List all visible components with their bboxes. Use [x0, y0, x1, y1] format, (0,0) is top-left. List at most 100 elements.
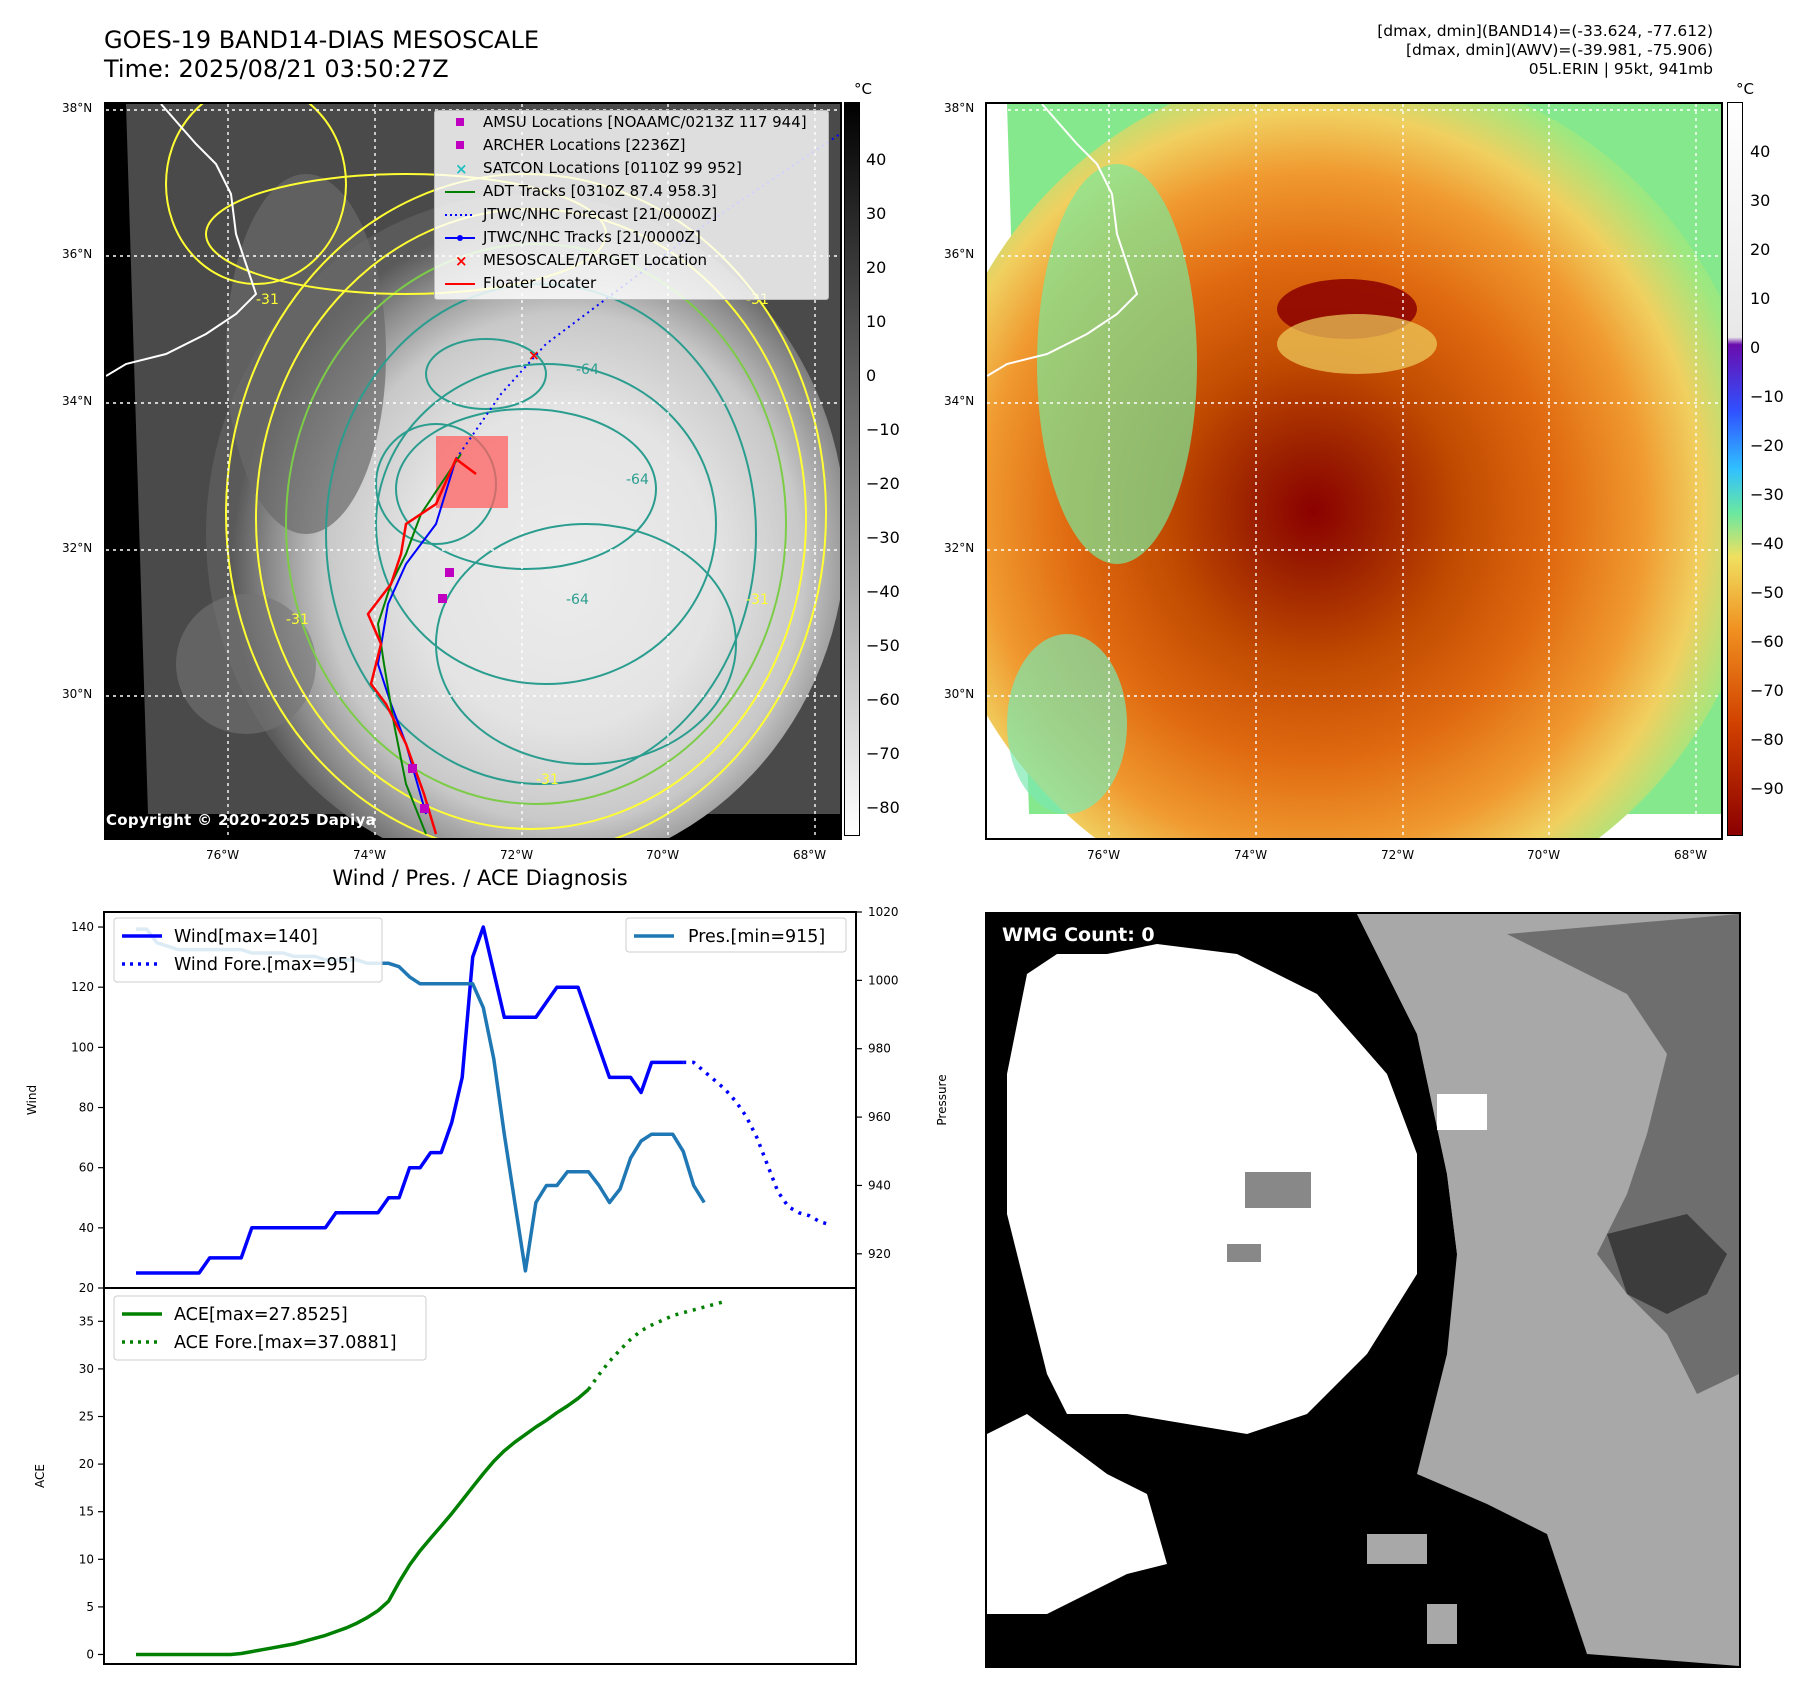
legend-item: × MESOSCALE/TARGET Location	[435, 249, 828, 272]
diagnosis-title: Wind / Pres. / ACE Diagnosis	[332, 866, 628, 890]
legend-label: ARCHER Locations [2236Z]	[483, 136, 686, 154]
tick-label: 80	[79, 1101, 94, 1115]
legend-label: AMSU Locations [NOAAMC/0213Z 117 944]	[483, 113, 807, 131]
contour-label: -31	[536, 772, 559, 788]
enhanced-colorbar-tick: −70	[1750, 681, 1784, 700]
legend-label: JTWC/NHC Forecast [21/0000Z]	[483, 205, 718, 223]
lat-label: 36°N	[944, 247, 975, 261]
lon-label: 70°W	[646, 848, 680, 862]
legend-item: × SATCON Locations [0110Z 99 952]	[435, 157, 828, 180]
wind-fore-series-line	[683, 1060, 831, 1227]
tick-label: 980	[868, 1042, 891, 1056]
line-marker-icon	[445, 272, 477, 295]
enhanced-colorbar-tick: −20	[1750, 436, 1784, 455]
x-marker-icon: ×	[445, 249, 477, 272]
tick-label: 35	[79, 1314, 94, 1328]
series-layer	[136, 925, 831, 1657]
enhanced-ir-image	[987, 104, 1721, 838]
ir-colorbar-tick: −70	[866, 744, 900, 763]
dotted-line-icon	[445, 203, 477, 226]
enhanced-colorbar-tick: −30	[1750, 485, 1784, 504]
square-marker-icon	[445, 134, 477, 157]
lon-label: 72°W	[1381, 848, 1415, 862]
legend-label: MESOSCALE/TARGET Location	[483, 251, 708, 269]
wind-fore-legend-label: Wind Fore.[max=95]	[174, 955, 356, 975]
legend-label: JTWC/NHC Tracks [21/0000Z]	[483, 228, 701, 246]
lat-label: 30°N	[944, 687, 975, 701]
legend-label: Floater Locater	[483, 274, 597, 292]
ir-colorbar-tick: −10	[866, 420, 900, 439]
tick-label: 960	[868, 1110, 891, 1124]
contour-label: -31	[746, 592, 769, 608]
ir-legend: AMSU Locations [NOAAMC/0213Z 117 944] AR…	[434, 110, 829, 300]
amsu-markers	[408, 568, 454, 813]
ace-axis-label: ACE	[33, 1464, 47, 1488]
tick-label: 10	[79, 1552, 94, 1566]
enhanced-colorbar-tick: −50	[1750, 583, 1784, 602]
tick-label: 30	[79, 1362, 94, 1376]
ir-colorbar-tick: 10	[866, 312, 887, 331]
legend-item: JTWC/NHC Forecast [21/0000Z]	[435, 203, 828, 226]
wmg-count-label: WMG Count: 0	[1002, 924, 1155, 946]
tick-label: 920	[868, 1247, 891, 1261]
contour-label: -64	[576, 362, 599, 378]
ace-fore-series-line	[587, 1299, 726, 1391]
wind-axis-label: Wind	[25, 1085, 39, 1115]
enhanced-colorbar-tick: −40	[1750, 534, 1784, 553]
tick-label: 1020	[868, 905, 899, 919]
ace-axis-ticks: 35 30 25 20 15 10 5 0	[79, 1314, 104, 1661]
pressure-legend: Pres.[min=915]	[625, 917, 847, 953]
ir-colorbar-tick: −50	[866, 636, 900, 655]
lat-label: 32°N	[62, 541, 93, 555]
legend-item: ADT Tracks [0310Z 87.4 958.3]	[435, 180, 828, 203]
enhanced-colorbar-tick: −10	[1750, 387, 1784, 406]
ir-colorbar-tick: 30	[866, 204, 887, 223]
line-marker-icon	[445, 180, 477, 203]
tick-label: 140	[71, 920, 94, 934]
contour-label: -64	[626, 472, 649, 488]
lon-label: 76°W	[206, 848, 240, 862]
contour-label: -31	[256, 292, 279, 308]
lon-label: 70°W	[1527, 848, 1561, 862]
copyright-notice: Copyright © 2020-2025 Dapiya	[106, 811, 377, 829]
ace-fore-legend-label: ACE Fore.[max=37.0881]	[174, 1333, 397, 1353]
ace-legend-label: ACE[max=27.8525]	[174, 1305, 348, 1325]
title-line-2: Time: 2025/08/21 03:50:27Z	[104, 55, 449, 83]
enhanced-colorbar-tick: −60	[1750, 632, 1784, 651]
ace-legend: ACE[max=27.8525] ACE Fore.[max=37.0881]	[113, 1295, 427, 1361]
enhanced-colorbar-tick: 20	[1750, 240, 1771, 259]
figure-title: GOES-19 BAND14-DIAS MESOSCALE Time: 2025/…	[104, 26, 539, 84]
ir-colorbar-tick: −80	[866, 798, 900, 817]
legend-label: SATCON Locations [0110Z 99 952]	[483, 159, 742, 177]
ir-colorbar-tick: 40	[866, 150, 887, 169]
enhanced-colorbar-tick: −90	[1750, 779, 1784, 798]
wind-series-line	[136, 925, 684, 1275]
ace-series-line	[136, 1388, 590, 1657]
lat-label: 38°N	[944, 101, 975, 115]
tick-label: 0	[86, 1647, 94, 1661]
lon-label: 72°W	[500, 848, 534, 862]
svg-text:×: ×	[528, 348, 540, 364]
pressure-legend-label: Pres.[min=915]	[688, 927, 825, 947]
lat-label: 34°N	[62, 394, 93, 408]
tick-label: 5	[86, 1600, 94, 1614]
enhanced-ir-panel	[985, 102, 1723, 840]
enhanced-colorbar-tick: 40	[1750, 142, 1771, 161]
tick-label: 100	[71, 1040, 94, 1054]
ir-colorbar-tick: 20	[866, 258, 887, 277]
contour-label: -64	[566, 592, 589, 608]
tick-label: 20	[79, 1281, 94, 1295]
stats-line-2: [dmax, dmin](AWV)=(-39.981, -75.906)	[1406, 41, 1713, 59]
ir-colorbar-unit: °C	[854, 80, 872, 98]
x-marker-icon: ×	[445, 157, 477, 180]
tick-label: 20	[79, 1457, 94, 1471]
enhanced-colorbar-tick: 10	[1750, 289, 1771, 308]
lat-label: 30°N	[62, 687, 93, 701]
wind-legend-label: Wind[max=140]	[174, 927, 318, 947]
pressure-axis-label: Pressure	[935, 1074, 949, 1125]
svg-text:×: ×	[455, 252, 468, 270]
lon-label: 74°W	[353, 848, 387, 862]
tick-label: 15	[79, 1505, 94, 1519]
tick-label: 1000	[868, 973, 899, 987]
legend-item: Floater Locater	[435, 272, 828, 295]
